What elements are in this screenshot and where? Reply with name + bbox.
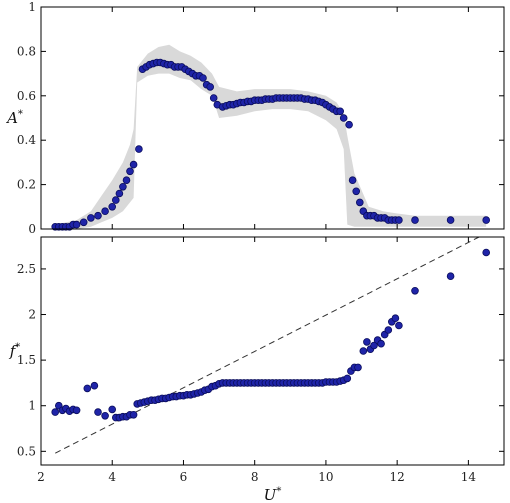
frequency-plot-frame	[40, 236, 505, 466]
amplitude-data-point	[395, 216, 403, 224]
frequency-y-tick-label: 0.5	[17, 444, 36, 458]
frequency-data-point	[395, 321, 403, 330]
frequency-data-point	[129, 410, 138, 419]
frequency-data-point	[51, 408, 59, 416]
amplitude-y-axis-title: A*	[5, 109, 23, 127]
amplitude-y-tick-label: 1	[28, 0, 36, 14]
amplitude-data-point	[72, 220, 81, 229]
frequency-y-tick-label: 1.5	[17, 353, 36, 367]
amplitude-data-point	[135, 145, 143, 153]
amplitude-plot-frame	[40, 6, 505, 230]
frequency-data-point	[83, 384, 92, 393]
amplitude-data-point	[79, 218, 88, 227]
frequency-data-point	[391, 314, 400, 323]
amplitude-data-point	[348, 176, 357, 185]
amplitude-ticks: 0 0.2 0.4 0.6 0.8 1	[17, 0, 504, 236]
amplitude-data-point	[411, 216, 419, 224]
frequency-x-tick-label: 2	[37, 470, 45, 484]
frequency-data-point	[343, 374, 352, 383]
frequency-y-tick-label: 1	[28, 399, 36, 413]
amplitude-data-point	[122, 176, 131, 185]
amplitude-data-point	[209, 94, 218, 102]
frequency-x-axis-title: U*	[264, 486, 282, 503]
amplitude-band-area	[55, 44, 487, 230]
amplitude-panel: 0 0.2 0.4 0.6 0.8 1 A*	[5, 0, 505, 236]
amplitude-data-point	[482, 216, 491, 224]
amplitude-data-point	[336, 107, 345, 116]
frequency-x-tick-label: 14	[461, 470, 477, 484]
frequency-y-tick-label: 2.5	[17, 262, 36, 276]
amplitude-markers	[51, 58, 491, 231]
amplitude-data-point	[199, 74, 207, 82]
frequency-panel: 2 4 6 8 10 12 14 0.5 1 1.5 2 2.5 f* U*	[9, 236, 505, 503]
frequency-x-tick-label: 8	[251, 470, 259, 484]
amplitude-data-point	[119, 183, 127, 191]
frequency-data-point	[377, 339, 385, 348]
amplitude-y-tick-label: 0.2	[17, 178, 36, 192]
amplitude-data-point	[355, 198, 364, 207]
frequency-y-tick-label: 2	[28, 308, 36, 322]
frequency-data-point	[384, 326, 393, 334]
frequency-data-point	[359, 347, 368, 355]
amplitude-data-point	[345, 120, 353, 129]
frequency-markers	[51, 248, 491, 422]
frequency-x-tick-label: 12	[390, 470, 405, 484]
frequency-data-point	[354, 363, 362, 372]
amplitude-range-band	[55, 44, 487, 230]
frequency-x-tick-label: 10	[318, 470, 333, 484]
frequency-data-point	[101, 411, 109, 420]
amplitude-data-point	[126, 167, 134, 176]
amplitude-data-point	[206, 83, 215, 91]
amplitude-y-tick-label: 0	[28, 222, 36, 236]
frequency-data-point	[446, 272, 455, 281]
frequency-ticks: 2 4 6 8 10 12 14 0.5 1 1.5 2 2.5	[17, 237, 504, 484]
frequency-data-point	[411, 286, 419, 295]
amplitude-data-point	[87, 214, 95, 222]
amplitude-data-point	[112, 196, 120, 204]
amplitude-data-point	[352, 187, 361, 196]
frequency-data-point	[90, 381, 99, 390]
amplitude-y-tick-label: 0.4	[17, 133, 36, 147]
frequency-data-point	[370, 341, 378, 350]
frequency-data-point	[72, 406, 81, 415]
amplitude-data-point	[446, 216, 455, 224]
amplitude-data-point	[94, 211, 102, 220]
amplitude-y-tick-label: 0.8	[17, 44, 36, 58]
amplitude-data-point	[115, 189, 124, 198]
frequency-data-point	[482, 248, 491, 257]
frequency-data-point	[363, 338, 371, 346]
amplitude-y-tick-label: 0.6	[17, 89, 36, 103]
frequency-y-axis-title: f*	[9, 342, 21, 360]
amplitude-data-point	[108, 203, 116, 211]
frequency-x-tick-label: 6	[180, 470, 188, 484]
frequency-x-tick-label: 4	[108, 470, 116, 484]
amplitude-data-point	[339, 114, 348, 122]
amplitude-data-point	[101, 207, 109, 216]
amplitude-data-point	[129, 160, 138, 169]
frequency-data-point	[108, 405, 116, 414]
frequency-data-point	[94, 408, 102, 416]
